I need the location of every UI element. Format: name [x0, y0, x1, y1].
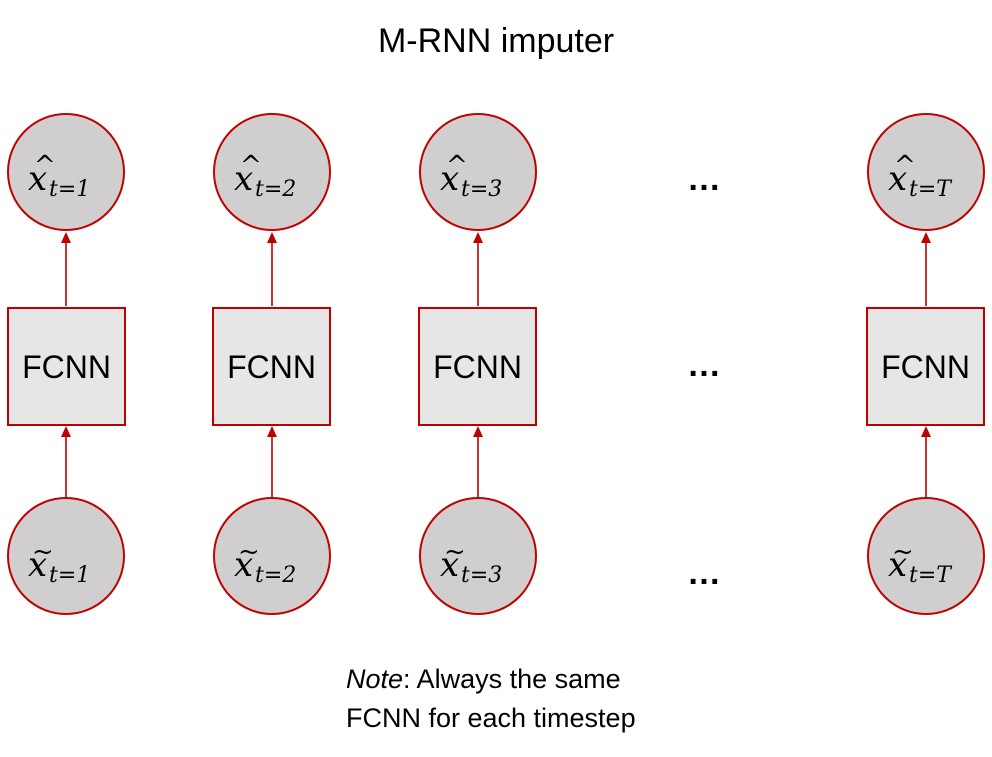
tilde-accent: ~ [32, 537, 54, 567]
hat-accent: ^ [240, 151, 262, 181]
input-node-circle [7, 497, 125, 615]
note-emphasis: Note [346, 664, 403, 694]
arrowhead-icon [267, 426, 277, 437]
input-subscript: t=2 [255, 563, 296, 588]
note-line-1: Note: Always the same [346, 664, 621, 694]
input-subscript: t=T [909, 563, 953, 588]
note-line-2: FCNN for each timestep [346, 703, 636, 733]
note: Note: Always the same FCNN for each time… [346, 664, 636, 733]
input-node-circle [213, 497, 331, 615]
output-subscript: t=T [909, 177, 953, 202]
output-subscript: t=2 [255, 177, 296, 202]
timestep-column-3: ^ x t=3 FCNN ~ x t=3 [418, 113, 537, 615]
output-subscript: t=1 [49, 177, 90, 202]
input-node-t3: ~ x t=3 [419, 497, 537, 615]
input-symbol: x [440, 545, 459, 585]
output-node-circle [867, 113, 985, 231]
output-symbol: x [440, 159, 459, 199]
output-node-circle [213, 113, 331, 231]
fcnn-box [866, 307, 985, 426]
output-subscript: t=3 [461, 177, 502, 202]
input-symbol: x [888, 545, 907, 585]
output-node-t3: ^ x t=3 [419, 113, 537, 231]
input-node-circle [867, 497, 985, 615]
fcnn-block-2: FCNN [212, 307, 331, 426]
input-subscript: t=3 [461, 563, 502, 588]
fcnn-label: FCNN [881, 349, 970, 385]
fcnn-block-3: FCNN [418, 307, 537, 426]
output-symbol: x [234, 159, 253, 199]
tilde-accent: ~ [892, 537, 914, 567]
fcnn-block-T: FCNN [866, 307, 985, 426]
fcnn-label: FCNN [22, 349, 111, 385]
output-node-tT: ^ x t=T [867, 113, 985, 231]
fcnn-box [212, 307, 331, 426]
fcnn-label: FCNN [227, 349, 316, 385]
fcnn-box [7, 307, 126, 426]
input-subscript: t=1 [49, 563, 90, 588]
output-symbol: x [28, 159, 47, 199]
tilde-accent: ~ [238, 537, 260, 567]
input-node-t2: ~ x t=2 [213, 497, 331, 615]
arrowhead-icon [61, 426, 71, 437]
hat-accent: ^ [446, 151, 468, 181]
input-symbol: x [28, 545, 47, 585]
ellipsis-fcnn: … [687, 346, 721, 384]
output-symbol: x [888, 159, 907, 199]
hat-accent: ^ [894, 151, 916, 181]
input-node-tT: ~ x t=T [867, 497, 985, 615]
tilde-accent: ~ [444, 537, 466, 567]
output-node-t2: ^ x t=2 [213, 113, 331, 231]
arrowhead-icon [921, 426, 931, 437]
ellipsis-outputs: … [687, 160, 721, 198]
hat-accent: ^ [34, 151, 56, 181]
output-node-circle [419, 113, 537, 231]
input-node-circle [419, 497, 537, 615]
input-symbol: x [234, 545, 253, 585]
arrowhead-icon [267, 232, 277, 243]
note-line-1-rest: : Always the same [403, 664, 621, 694]
fcnn-box [418, 307, 537, 426]
arrowhead-icon [473, 426, 483, 437]
diagram-title: M-RNN imputer [378, 22, 614, 60]
timestep-column-1: ^ x t=1 FCNN ~ x t=1 [7, 113, 126, 615]
output-node-circle [7, 113, 125, 231]
output-node-t1: ^ x t=1 [7, 113, 125, 231]
fcnn-label: FCNN [433, 349, 522, 385]
arrowhead-icon [61, 232, 71, 243]
ellipsis-inputs: … [687, 554, 721, 592]
timestep-column-T: ^ x t=T FCNN ~ x t=T [866, 113, 985, 615]
input-node-t1: ~ x t=1 [7, 497, 125, 615]
arrowhead-icon [473, 232, 483, 243]
timestep-column-2: ^ x t=2 FCNN ~ x t=2 [212, 113, 331, 615]
fcnn-block-1: FCNN [7, 307, 126, 426]
arrowhead-icon [921, 232, 931, 243]
